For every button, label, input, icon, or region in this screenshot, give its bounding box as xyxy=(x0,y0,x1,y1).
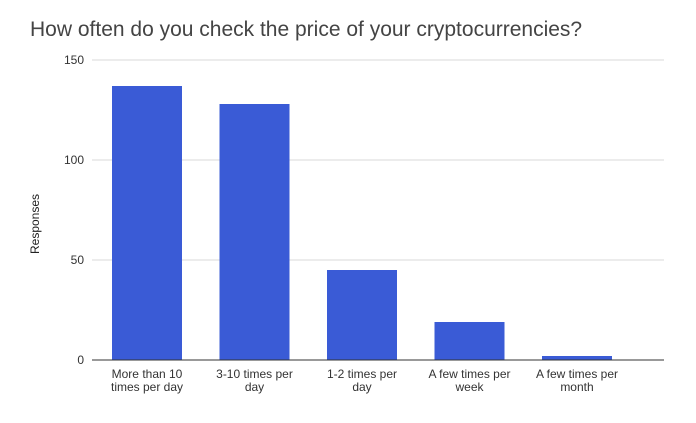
bars xyxy=(112,86,612,360)
x-tick-label-line: 1-2 times per xyxy=(327,367,397,381)
x-tick-label-5: A few times per month xyxy=(536,367,618,394)
y-tick-label: 150 xyxy=(64,53,84,67)
chart-title: How often do you check the price of your… xyxy=(30,18,582,41)
x-tick-label-line: times per day xyxy=(111,380,183,394)
x-tick-label-line: week xyxy=(454,380,484,394)
x-tick-label-line: month xyxy=(560,380,593,394)
x-tick-label-1: More than 10 times per day xyxy=(111,367,183,394)
y-axis-label: Responses xyxy=(28,194,42,254)
y-tick-label: 50 xyxy=(71,253,85,267)
y-axis-ticks: 0 50 100 150 xyxy=(64,53,84,367)
x-tick-label-3: 1-2 times per day xyxy=(327,367,397,394)
bar-3 xyxy=(327,270,397,360)
y-tick-label: 0 xyxy=(77,353,84,367)
bar-2 xyxy=(219,104,290,360)
x-tick-label-line: More than 10 xyxy=(112,367,183,381)
x-tick-label-line: A few times per xyxy=(428,367,510,381)
bar-1 xyxy=(112,86,182,360)
x-tick-label-line: 3-10 times per xyxy=(216,367,293,381)
bar-5 xyxy=(542,356,612,360)
x-tick-label-4: A few times per week xyxy=(428,367,510,394)
x-tick-label-line: A few times per xyxy=(536,367,618,381)
x-tick-label-2: 3-10 times per day xyxy=(216,367,293,394)
bar-4 xyxy=(434,322,505,360)
y-tick-label: 100 xyxy=(64,153,84,167)
x-tick-label-line: day xyxy=(352,380,371,394)
x-tick-label-line: day xyxy=(245,380,264,394)
gridlines xyxy=(92,59,664,261)
